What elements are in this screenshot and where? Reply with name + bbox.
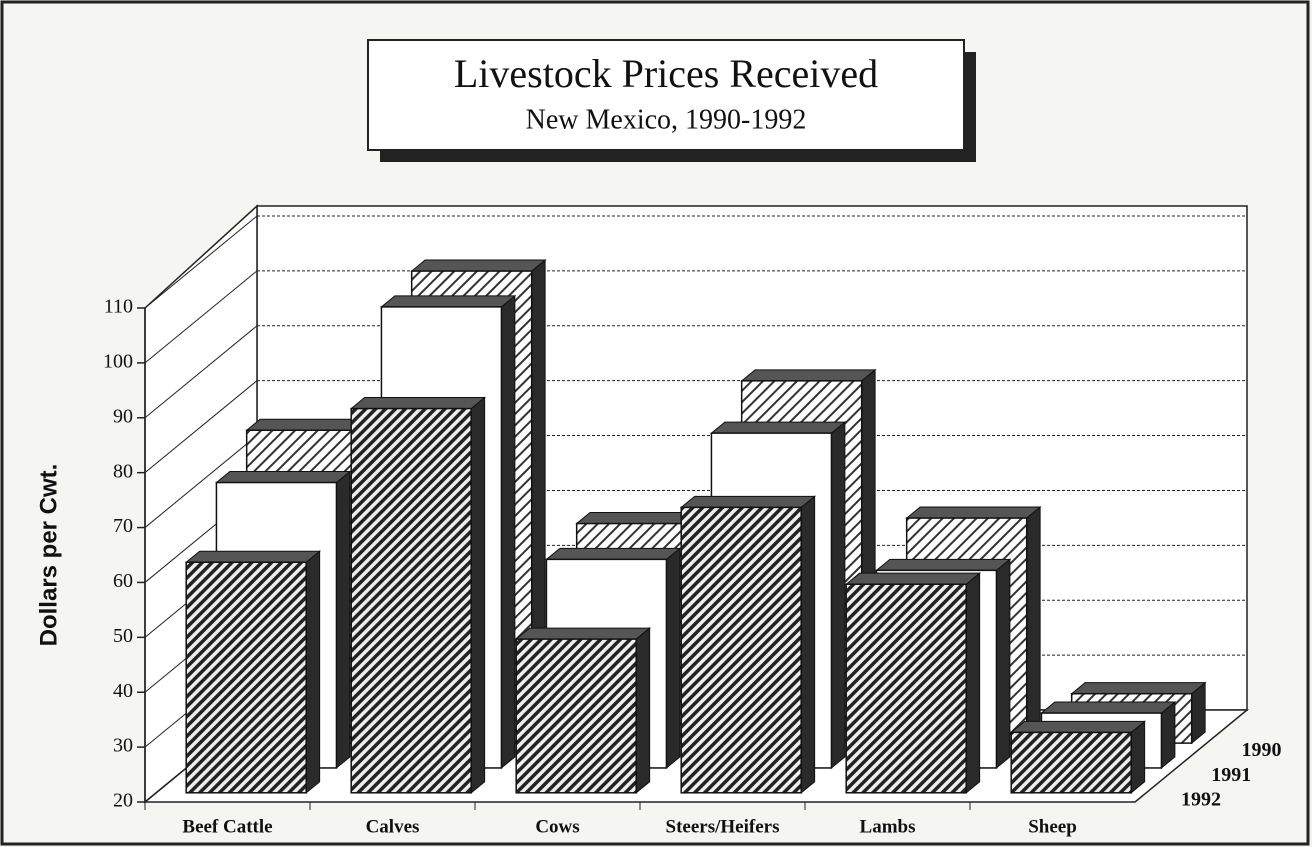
- y-tick-label: 70: [113, 515, 133, 537]
- grid-line: [144, 215, 258, 309]
- legend-label: 1992: [1181, 789, 1221, 811]
- bar-top: [1070, 682, 1207, 695]
- bar-top: [844, 572, 982, 585]
- bar-top: [710, 421, 847, 434]
- bar-side: [965, 572, 981, 794]
- chart-subtitle: New Mexico, 1990-1992: [526, 104, 807, 135]
- bar-top: [380, 295, 517, 308]
- bar-top: [184, 550, 322, 563]
- bar-top: [545, 547, 682, 560]
- bar-side: [1026, 505, 1041, 745]
- y-tick-label: 90: [113, 405, 133, 427]
- x-tick-label: Calves: [366, 816, 420, 837]
- bar: [1010, 731, 1132, 794]
- title-box: [367, 39, 965, 151]
- bar-side: [305, 550, 321, 794]
- plot: 20 30 40 50 60 70 80 90 100 110 1990 1991 1992 Beef C…: [103, 204, 1281, 837]
- bar-top: [410, 259, 547, 272]
- bar-side: [335, 470, 351, 770]
- bar-top: [215, 470, 352, 484]
- bar-side: [830, 421, 846, 770]
- bar: [350, 407, 472, 794]
- y-axis-label: Dollars per Cwt.: [35, 464, 62, 647]
- grid-line: [144, 325, 258, 419]
- bar-top: [905, 506, 1042, 519]
- legend-label: 1991: [1211, 764, 1251, 786]
- bar: [515, 638, 637, 794]
- y-tick-label: 100: [103, 350, 133, 372]
- y-tick-label: 20: [113, 790, 133, 812]
- x-tick-label: Steers/Heifers: [666, 816, 780, 837]
- bar: [185, 561, 307, 794]
- bar-side: [1130, 720, 1146, 794]
- legend-label: 1990: [1241, 739, 1281, 761]
- y-tick-label: 110: [104, 296, 133, 318]
- bar-side: [665, 547, 681, 770]
- y-tick-label: 50: [113, 625, 133, 647]
- y-tick-label: 60: [113, 570, 133, 592]
- x-tick-label: Lambs: [860, 816, 916, 837]
- grid-line: [144, 435, 258, 528]
- bar: [680, 506, 802, 794]
- bar-top: [349, 397, 487, 410]
- chart-title: Livestock Prices Received: [454, 51, 878, 96]
- x-tick-label: Cows: [535, 816, 579, 837]
- bar-top: [679, 495, 817, 508]
- bar-side: [800, 495, 816, 794]
- bar-side: [635, 627, 651, 794]
- bar: [845, 583, 967, 794]
- bar-top: [740, 369, 877, 382]
- y-tick-label: 30: [113, 735, 133, 757]
- grid-line: [144, 270, 258, 364]
- y-tick-label: 40: [113, 680, 133, 702]
- bar-side: [470, 396, 486, 794]
- x-tick-label: Sheep: [1028, 816, 1077, 837]
- bar-side: [995, 558, 1011, 770]
- bar-top: [1009, 720, 1147, 733]
- bar-top: [514, 627, 652, 640]
- bar-side: [500, 294, 516, 770]
- bar-top: [1040, 701, 1177, 714]
- grid-line: [144, 380, 258, 474]
- x-tick-label: Beef Cattle: [182, 816, 272, 837]
- bar-top: [875, 558, 1012, 571]
- y-tick-label: 80: [113, 460, 133, 482]
